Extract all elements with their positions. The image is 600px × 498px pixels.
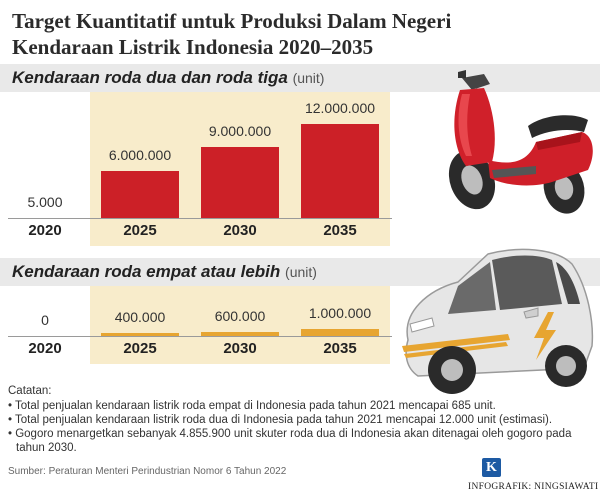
chart2-unit: (unit): [285, 264, 317, 280]
note-item: • Total penjualan kendaraan listrik roda…: [8, 400, 496, 412]
x-tick-label: 2020: [28, 340, 62, 357]
bar-value-label: 0: [41, 312, 49, 328]
source-text: Sumber: Peraturan Menteri Perindustrian …: [8, 466, 287, 477]
bar-value-label: 5.000: [27, 194, 63, 210]
x-tick-label: 2025: [123, 340, 157, 357]
page-title-line1: Target Kuantitatif untuk Produksi Dalam …: [12, 9, 452, 33]
x-tick-label: 2025: [123, 222, 157, 239]
notes-heading: Catatan:: [8, 385, 52, 397]
infographic-credit: INFOGRAFIK: NINGSIAWATI: [468, 482, 599, 492]
bar-value-label: 600.000: [214, 308, 266, 324]
bar-value-label: 6.000.000: [108, 147, 172, 163]
bar: [101, 333, 179, 336]
page-title-line2: Kendaraan Listrik Indonesia 2020–2035: [12, 35, 374, 59]
baseline: [8, 336, 392, 337]
electric-car-icon: [402, 248, 594, 394]
bar-value-label: 400.000: [114, 309, 166, 325]
publisher-logo: K: [482, 458, 501, 477]
chart1-title: Kendaraan roda dua dan roda tiga (unit): [12, 64, 324, 92]
bar-value-label: 1.000.000: [308, 305, 372, 321]
bar: [301, 124, 379, 218]
chart1-unit: (unit): [292, 70, 325, 86]
note-item: • Total penjualan kendaraan listrik roda…: [8, 414, 553, 426]
x-tick-label: 2035: [323, 340, 357, 357]
red-scooter-icon: [448, 70, 593, 214]
bar: [301, 329, 379, 336]
year-highlight-band: [290, 286, 390, 364]
baseline: [8, 218, 392, 219]
chart2-title-text: Kendaraan roda empat atau lebih: [12, 262, 281, 281]
year-highlight-band: [190, 286, 290, 364]
x-tick-label: 2035: [323, 222, 357, 239]
bar-value-label: 9.000.000: [208, 123, 272, 139]
notes: Catatan: • Total penjualan kendaraan lis…: [8, 384, 592, 455]
year-highlight-band: [90, 92, 190, 246]
bar: [201, 332, 279, 336]
bar-value-label: 12.000.000: [304, 100, 376, 116]
chart1-title-text: Kendaraan roda dua dan roda tiga: [12, 68, 288, 87]
bar: [101, 171, 179, 218]
x-tick-label: 2030: [223, 222, 257, 239]
bar: [201, 147, 279, 218]
note-item: • Gogoro menargetkan sebanyak 4.855.900 …: [8, 428, 572, 454]
x-tick-label: 2030: [223, 340, 257, 357]
chart2-title: Kendaraan roda empat atau lebih (unit): [12, 258, 317, 286]
x-tick-label: 2020: [28, 222, 62, 239]
section1-band: [0, 64, 600, 92]
year-highlight-band: [90, 286, 190, 364]
